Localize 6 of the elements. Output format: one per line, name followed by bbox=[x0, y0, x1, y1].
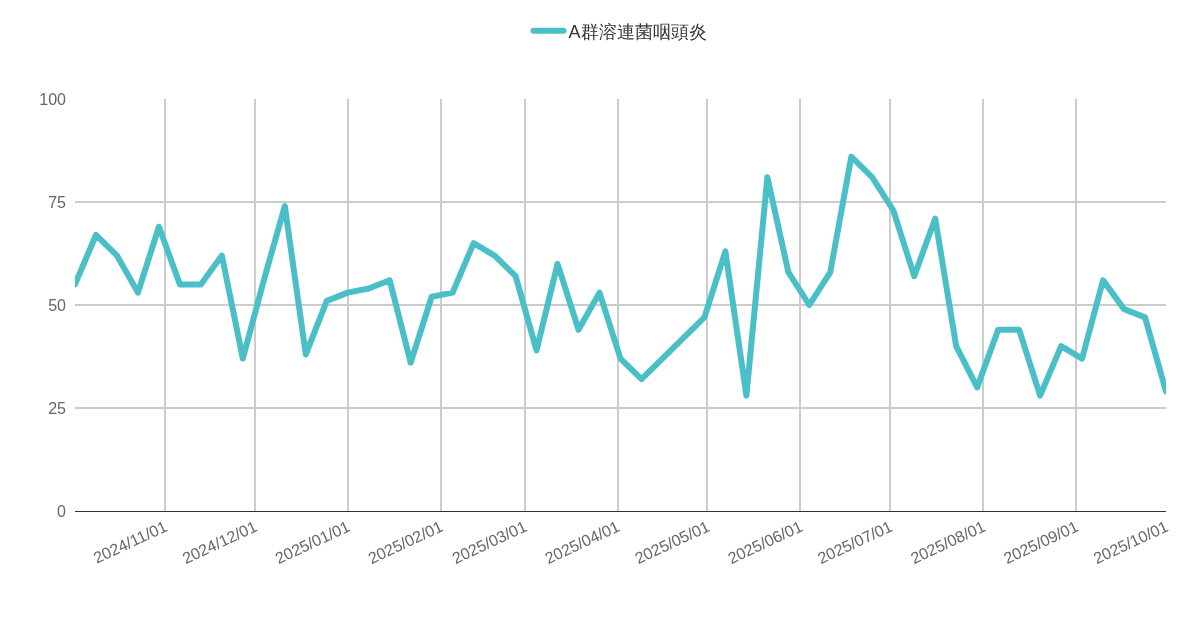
y-tick-label: 75 bbox=[48, 193, 67, 211]
y-tick-label: 50 bbox=[48, 296, 67, 314]
y-tick-label: 0 bbox=[57, 502, 67, 520]
legend-label: A群溶連菌咽頭炎 bbox=[568, 21, 707, 42]
y-tick-label: 100 bbox=[39, 90, 67, 108]
y-tick-label: 25 bbox=[48, 399, 67, 417]
